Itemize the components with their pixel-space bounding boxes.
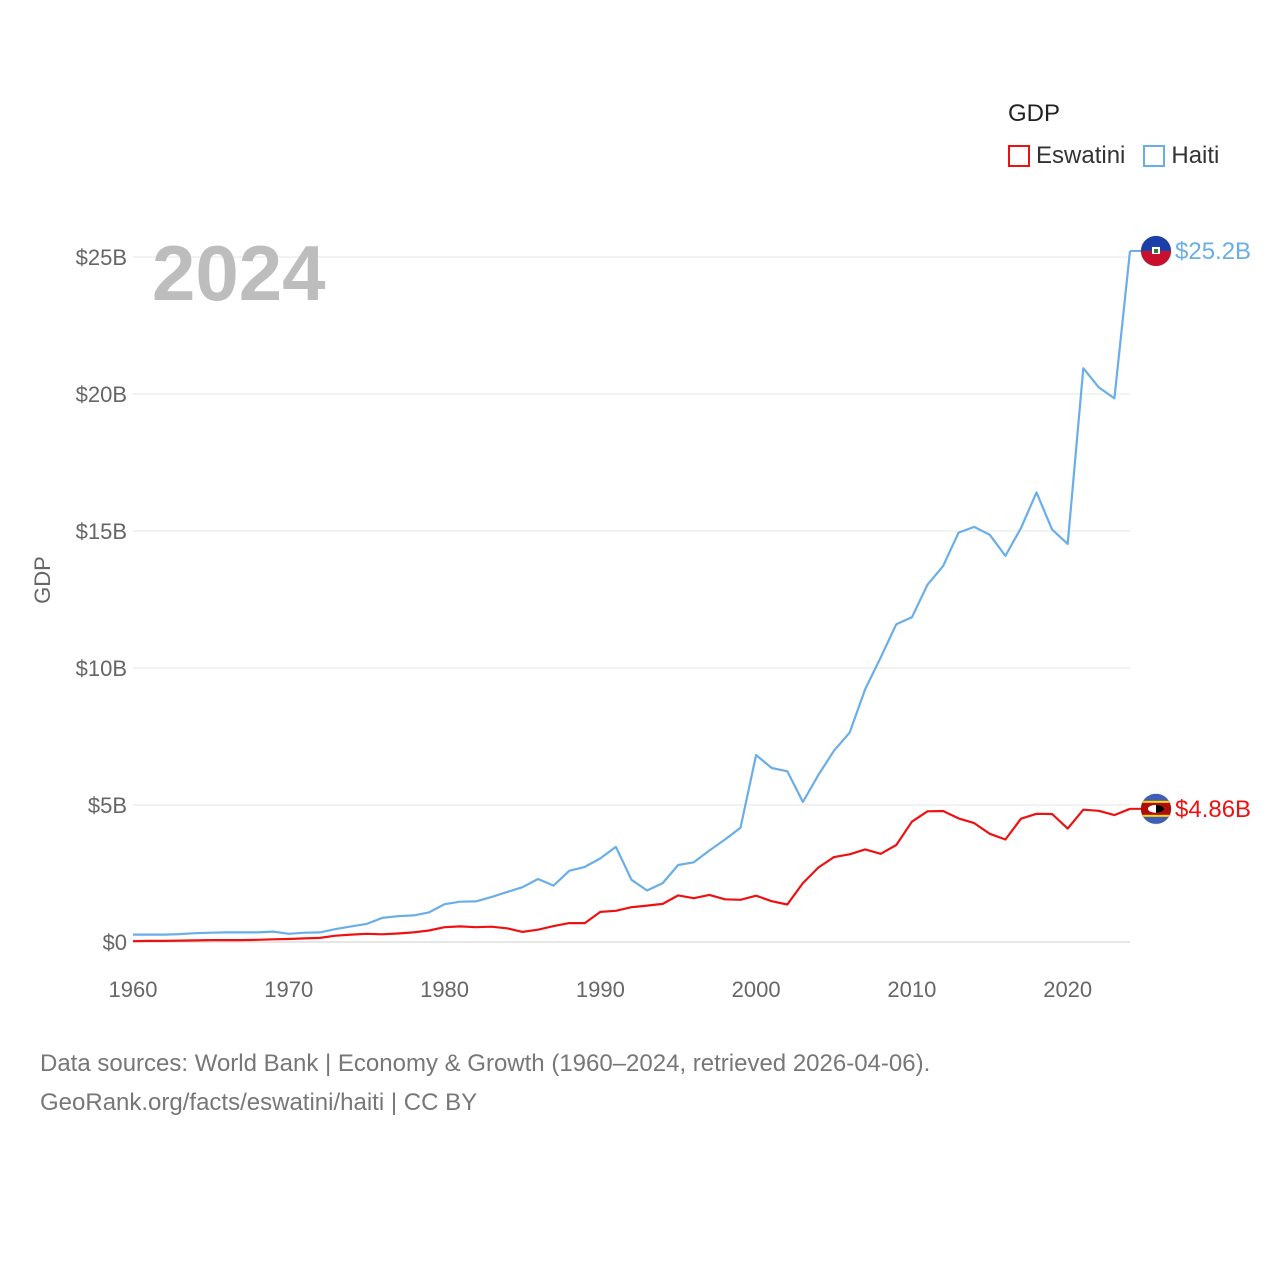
x-tick-label: 1990 [576, 977, 625, 1002]
x-tick-label: 2010 [887, 977, 936, 1002]
legend-item-eswatini[interactable]: Eswatini [1008, 142, 1125, 170]
x-tick-label: 1960 [109, 977, 158, 1002]
end-value-label-eswatini: $4.86B [1175, 796, 1251, 823]
legend-label-eswatini: Eswatini [1036, 142, 1126, 169]
y-tick-label: $15B [76, 519, 127, 544]
current-year-label: 2024 [152, 229, 326, 317]
legend-item-haiti[interactable]: Haiti [1143, 142, 1219, 170]
y-tick-label: $0 [103, 930, 127, 955]
x-tick-label: 1980 [420, 977, 469, 1002]
legend-swatch-eswatini [1008, 145, 1030, 167]
y-tick-label: $10B [76, 656, 127, 681]
footer-sources: Data sources: World Bank | Economy & Gro… [40, 1050, 931, 1077]
footer-link[interactable]: GeoRank.org/facts/eswatini/haiti | CC BY [40, 1089, 478, 1116]
series-lines [132, 250, 1132, 943]
flag-icon-haiti [1140, 235, 1172, 267]
end-value-label-haiti: $25.2B [1175, 238, 1251, 265]
footer: Data sources: World Bank | Economy & Gro… [40, 1044, 930, 1122]
x-axis-ticks: 1960 1970 1980 1990 2000 2010 2020 [109, 977, 1093, 1002]
series-end-markers: $4.86B $25.2B [1130, 235, 1251, 825]
flag-icon-eswatini [1140, 793, 1172, 825]
legend-title: GDP [1008, 100, 1061, 127]
series-line-haiti[interactable] [133, 250, 1132, 936]
legend-label-haiti: Haiti [1171, 142, 1220, 169]
y-tick-label: $5B [88, 793, 127, 818]
x-tick-label: 2020 [1043, 977, 1092, 1002]
legend: Eswatini Haiti [1008, 142, 1219, 170]
y-axis-label: GDP [30, 556, 55, 604]
y-tick-label: $20B [76, 382, 127, 407]
y-tick-label: $25B [76, 245, 127, 270]
legend-swatch-haiti [1143, 145, 1166, 167]
gridlines [133, 256, 1130, 943]
x-tick-label: 1970 [264, 977, 313, 1002]
series-line-eswatini[interactable] [132, 807, 1131, 943]
x-tick-label: 2000 [732, 977, 781, 1002]
y-axis-ticks: $0 $5B $10B $15B $20B $25B [76, 245, 127, 955]
